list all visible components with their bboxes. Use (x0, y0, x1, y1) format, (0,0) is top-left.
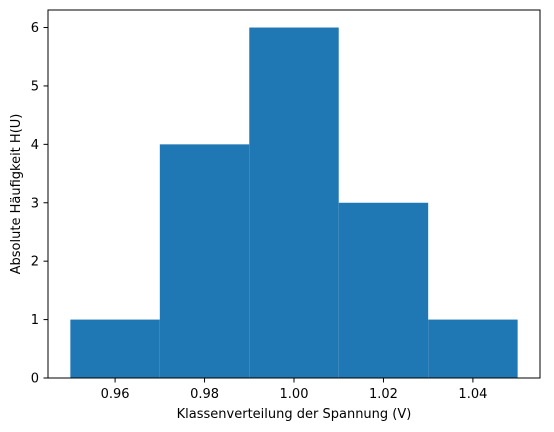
y-tick-label: 2 (31, 255, 39, 270)
y-axis-label: Absolute Häufigkeit H(U) (9, 114, 24, 275)
y-tick-label: 1 (31, 313, 39, 328)
y-tick-label: 3 (31, 196, 39, 211)
y-tick-label: 5 (31, 79, 39, 94)
bars-group (70, 27, 518, 379)
x-tick-label: 0.98 (190, 387, 219, 402)
x-axis-label: Klassenverteilung der Spannung (V) (177, 407, 412, 422)
histogram-bar-4 (338, 202, 429, 378)
x-tick-label: 1.00 (280, 387, 309, 402)
histogram-bar-5 (428, 319, 518, 378)
x-tick-label: 1.02 (369, 387, 398, 402)
histogram-bar-2 (159, 144, 250, 378)
y-tick-label: 4 (31, 138, 39, 153)
y-tick-label: 6 (31, 21, 39, 36)
y-tick-label: 0 (31, 372, 39, 387)
histogram-bar-3 (249, 27, 339, 379)
x-axis-ticks: 0.96 0.98 1.00 1.02 1.04 (101, 378, 487, 402)
x-tick-label: 0.96 (101, 387, 130, 402)
y-axis-ticks: 0 1 2 3 4 5 6 (31, 21, 48, 387)
x-tick-label: 1.04 (458, 387, 487, 402)
histogram-bar-1 (70, 319, 160, 378)
